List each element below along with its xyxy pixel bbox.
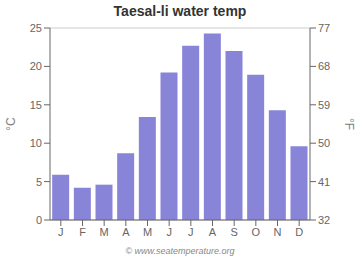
- svg-text:32: 32: [318, 214, 330, 226]
- svg-text:J: J: [58, 226, 64, 238]
- svg-text:20: 20: [30, 60, 42, 72]
- svg-text:5: 5: [36, 176, 42, 188]
- svg-text:77: 77: [318, 22, 330, 34]
- svg-text:A: A: [122, 226, 130, 238]
- svg-text:M: M: [143, 226, 152, 238]
- svg-text:J: J: [166, 226, 172, 238]
- svg-text:25: 25: [30, 22, 42, 34]
- svg-text:O: O: [252, 226, 261, 238]
- svg-text:50: 50: [318, 137, 330, 149]
- svg-text:41: 41: [318, 176, 330, 188]
- svg-text:15: 15: [30, 99, 42, 111]
- svg-text:A: A: [209, 226, 217, 238]
- svg-text:N: N: [274, 226, 282, 238]
- svg-text:D: D: [295, 226, 303, 238]
- svg-text:M: M: [100, 226, 109, 238]
- svg-text:68: 68: [318, 60, 330, 72]
- html-text:Taesal-li water temp: Taesal-li water temp: [113, 3, 247, 19]
- html-text:© www.seatemperature.org: © www.seatemperature.org: [125, 246, 235, 256]
- svg-text:°C: °C: [8, 117, 18, 131]
- svg-text:°F: °F: [342, 118, 352, 130]
- svg-text:J: J: [188, 226, 194, 238]
- svg-text:0: 0: [36, 214, 42, 226]
- svg-text:59: 59: [318, 99, 330, 111]
- svg-text:S: S: [230, 226, 237, 238]
- svg-text:F: F: [79, 226, 86, 238]
- svg-text:10: 10: [30, 137, 42, 149]
